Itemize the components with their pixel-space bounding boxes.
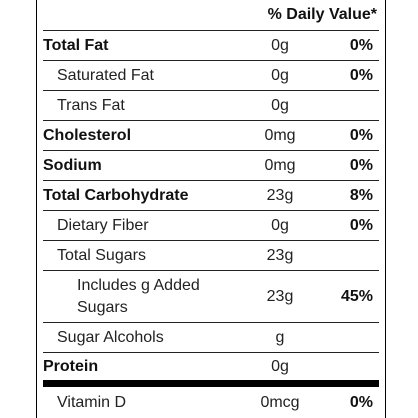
nutrient-row-total-fat: Total Fat 0g 0% — [43, 30, 379, 61]
nutrient-row-protein: Protein 0g — [43, 352, 379, 381]
nutrient-amount: 0mcg — [260, 394, 300, 411]
nutrient-daily-value: 0% — [349, 127, 373, 144]
nutrient-label: Protein — [43, 358, 99, 375]
nutrient-label: Total Carbohydrate — [43, 187, 189, 204]
nutrient-amount: 23g — [266, 247, 294, 264]
nutrient-row-dietary-fiber: Dietary Fiber 0g 0% — [43, 210, 379, 241]
nutrient-amount: 0g — [271, 67, 289, 84]
nutrient-row-cholesterol: Cholesterol 0mg 0% — [43, 120, 379, 151]
nutrient-row-vitamin-d: Vitamin D 0mcg 0% — [43, 388, 379, 418]
nutrient-label: Includes g Added Sugars — [77, 277, 200, 316]
nutrient-amount: 0mg — [264, 127, 296, 144]
nutrient-daily-value: 8% — [349, 187, 373, 204]
nutrient-amount: 23g — [266, 187, 294, 204]
nutrient-amount: 0mg — [264, 157, 296, 174]
nutrient-label: Sodium — [43, 157, 102, 174]
nutrient-label: Total Fat — [43, 37, 109, 54]
nutrient-row-total-carbohydrate: Total Carbohydrate 23g 8% — [43, 180, 379, 211]
nutrient-amount: 0g — [271, 97, 289, 114]
nutrient-daily-value: 0% — [349, 157, 373, 174]
daily-value-header-label: % Daily Value* — [267, 6, 377, 23]
nutrient-row-added-sugars: Includes g Added Sugars 23g 45% — [43, 270, 379, 323]
nutrition-facts-panel: % Daily Value* Total Fat 0g 0% Saturated… — [36, 0, 386, 418]
section-divider-thick — [43, 380, 379, 387]
nutrient-label: Cholesterol — [43, 127, 132, 144]
nutrient-row-trans-fat: Trans Fat 0g — [43, 90, 379, 121]
nutrient-row-total-sugars: Total Sugars 23g — [43, 240, 379, 271]
nutrient-daily-value: 0% — [349, 217, 373, 234]
nutrient-label: Total Sugars — [57, 247, 146, 264]
nutrient-label: Vitamin D — [57, 394, 127, 411]
nutrient-amount: 0g — [271, 217, 289, 234]
nutrient-row-saturated-fat: Saturated Fat 0g 0% — [43, 60, 379, 91]
nutrient-label: Saturated Fat — [57, 67, 154, 84]
nutrient-label: Trans Fat — [57, 97, 125, 114]
nutrient-row-sugar-alcohols: Sugar Alcohols g — [43, 322, 379, 353]
nutrient-amount: g — [275, 329, 285, 346]
nutrient-daily-value: 0% — [349, 37, 373, 54]
nutrient-amount: 0g — [271, 37, 289, 54]
nutrient-label: Sugar Alcohols — [57, 329, 164, 346]
nutrient-daily-value: 0% — [349, 394, 373, 411]
daily-value-header: % Daily Value* — [37, 2, 377, 28]
nutrient-daily-value: 0% — [349, 67, 373, 84]
nutrient-amount: 0g — [271, 358, 289, 375]
nutrient-daily-value: 45% — [340, 288, 373, 305]
nutrient-row-sodium: Sodium 0mg 0% — [43, 150, 379, 181]
nutrient-amount: 23g — [266, 288, 294, 305]
nutrient-label: Dietary Fiber — [57, 217, 149, 234]
